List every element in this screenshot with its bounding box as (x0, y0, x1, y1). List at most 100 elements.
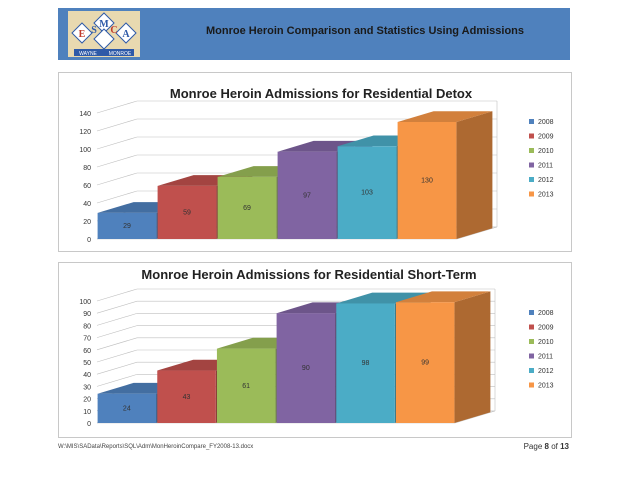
legend-label: 2013 (538, 383, 554, 390)
legend-label: 2011 (538, 163, 553, 170)
legend-label: 2008 (538, 119, 554, 126)
legend-label: 2012 (538, 368, 554, 375)
y-tick-label: 140 (79, 111, 91, 118)
bar-front (216, 348, 276, 423)
legend-label: 2010 (538, 148, 554, 155)
legend-swatch (529, 368, 534, 373)
y-tick-label: 0 (87, 237, 91, 244)
data-label: 29 (123, 223, 131, 230)
esmca-logo: E M S C A WAYNE MONROE (68, 11, 140, 57)
y-tick-label: 30 (83, 384, 91, 391)
gridline-side (96, 190, 138, 204)
bar-front (395, 302, 455, 423)
bar-top (395, 291, 491, 303)
legend-label: 2009 (538, 134, 554, 141)
y-tick-label: 10 (83, 409, 91, 416)
y-tick-label: 80 (83, 323, 91, 330)
chart-residential-short-term: Monroe Heroin Admissions for Residential… (58, 262, 572, 438)
chart-title: Monroe Heroin Admissions for Residential… (141, 267, 476, 282)
bar-front (157, 370, 216, 423)
logo-letter-s: S (91, 25, 97, 36)
gridline-side (96, 288, 138, 302)
footer-page-total: 13 (560, 442, 569, 451)
gridline-side (96, 136, 138, 150)
gridline-side (96, 154, 138, 168)
legend-swatch (529, 177, 534, 182)
y-tick-label: 80 (83, 165, 91, 172)
legend-swatch (529, 310, 534, 315)
data-label: 130 (421, 178, 433, 185)
bar-side (454, 291, 491, 423)
gridline-side (96, 313, 138, 326)
y-tick-label: 0 (87, 421, 91, 428)
logo-letter-a: A (122, 29, 130, 40)
footer-page-word: Page (523, 442, 543, 451)
legend-swatch (529, 382, 534, 388)
bar-side (456, 111, 493, 239)
legend-swatch (529, 191, 534, 197)
data-label: 59 (183, 209, 191, 216)
data-label: 61 (242, 383, 250, 390)
bar-2013 (397, 111, 493, 239)
gridline-side (96, 100, 138, 114)
y-tick-label: 50 (83, 360, 91, 367)
data-label: 69 (243, 205, 251, 212)
legend-label: 2013 (538, 192, 554, 199)
y-tick-label: 70 (83, 336, 91, 343)
bar-front (97, 212, 157, 239)
document-title: Monroe Heroin Comparison and Statistics … (205, 25, 525, 37)
bar-top (397, 111, 493, 122)
legend-label: 2012 (538, 177, 554, 184)
gridline-side (96, 300, 138, 314)
legend-swatch (529, 353, 534, 359)
logo-letter-e: E (79, 29, 86, 40)
logo-word-wayne: WAYNE (79, 51, 97, 57)
gridline-side (96, 325, 138, 338)
bar-front (277, 151, 337, 239)
data-label: 98 (362, 360, 370, 367)
data-label: 90 (302, 365, 310, 372)
chart-residential-detox: Monroe Heroin Admissions for Residential… (58, 72, 572, 252)
legend-swatch (529, 339, 534, 344)
y-tick-label: 60 (83, 348, 91, 355)
gridline-side (96, 361, 138, 375)
data-label: 24 (123, 405, 131, 412)
data-label: 43 (183, 394, 191, 401)
y-tick-label: 120 (79, 129, 91, 136)
bar-front (397, 122, 457, 239)
bar-front (276, 313, 336, 423)
legend-swatch (529, 119, 534, 124)
y-tick-label: 40 (83, 201, 91, 208)
y-tick-label: 20 (83, 219, 91, 226)
y-tick-label: 90 (83, 311, 91, 318)
y-tick-label: 100 (79, 147, 91, 154)
bar-front (97, 393, 157, 423)
legend-swatch (529, 148, 534, 153)
data-label: 103 (361, 190, 373, 197)
legend-label: 2008 (538, 310, 554, 317)
bar-top (336, 292, 431, 304)
data-label: 97 (303, 192, 311, 199)
y-tick-label: 100 (79, 299, 91, 306)
legend-label: 2011 (538, 354, 553, 361)
footer-page-of: of (551, 442, 558, 451)
legend-swatch (529, 133, 534, 139)
bar-2013 (395, 291, 491, 423)
footer-page-current: 8 (544, 442, 549, 451)
gridline-side (96, 374, 138, 387)
bar-front (337, 146, 397, 239)
page-header: E M S C A WAYNE MONROE Monroe Heroin Com… (58, 8, 570, 60)
legend-label: 2010 (538, 339, 554, 346)
logo-letter-c: C (110, 25, 117, 36)
y-tick-label: 40 (83, 372, 91, 379)
y-tick-label: 60 (83, 183, 91, 190)
y-tick-label: 20 (83, 397, 91, 404)
gridline-side (96, 349, 138, 363)
chart-residential-short-term-svg: Monroe Heroin Admissions for Residential… (79, 267, 554, 428)
bar-front (336, 303, 395, 423)
legend-label: 2009 (538, 325, 554, 332)
gridline-side (96, 172, 138, 186)
bar-front (217, 176, 277, 239)
logo-letter-m: M (99, 19, 109, 30)
logo-word-monroe: MONROE (109, 51, 132, 57)
